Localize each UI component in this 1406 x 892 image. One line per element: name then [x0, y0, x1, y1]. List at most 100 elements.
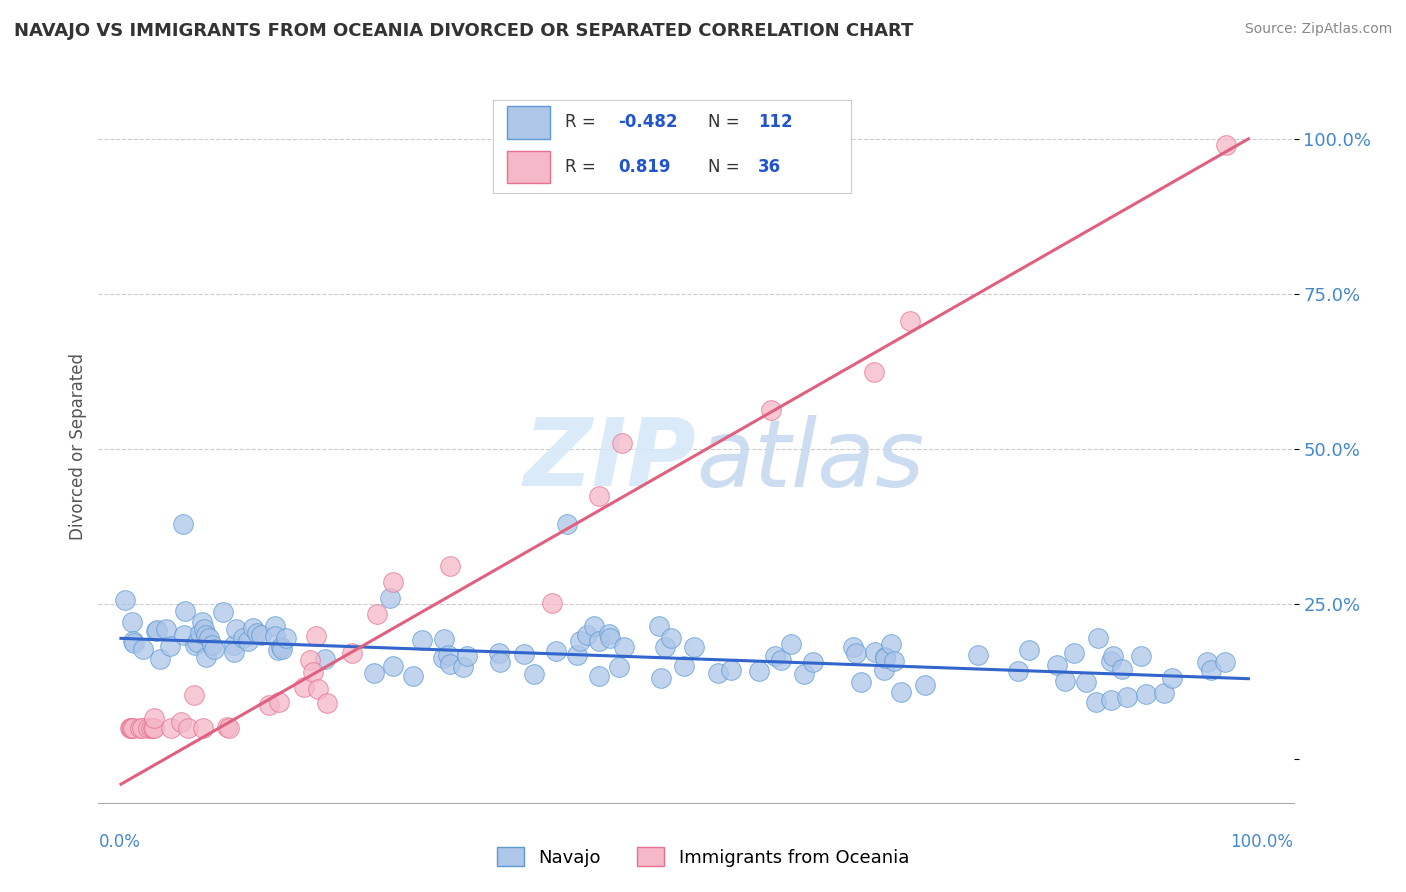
Point	[1213, 655, 1236, 669]
Point	[132, 642, 155, 657]
Point	[456, 648, 478, 663]
Point	[1111, 662, 1133, 676]
Point	[217, 720, 239, 734]
Point	[218, 722, 240, 736]
Point	[263, 619, 285, 633]
Point	[402, 669, 425, 683]
Text: NAVAJO VS IMMIGRANTS FROM OCEANIA DIVORCED OR SEPARATED CORRELATION CHART: NAVAJO VS IMMIGRANTS FROM OCEANIA DIVORC…	[14, 22, 914, 40]
Point	[270, 642, 292, 657]
Point	[769, 653, 792, 667]
Point	[648, 618, 671, 632]
Point	[138, 722, 160, 736]
Point	[1099, 654, 1122, 668]
Point	[242, 621, 264, 635]
Point	[439, 657, 461, 672]
Point	[898, 314, 921, 328]
Point	[565, 648, 588, 662]
Point	[186, 635, 208, 649]
Point	[259, 698, 281, 713]
Point	[173, 628, 195, 642]
Point	[599, 631, 621, 645]
Point	[875, 651, 897, 665]
Point	[159, 639, 181, 653]
Point	[1116, 690, 1139, 705]
Point	[302, 665, 325, 679]
Point	[184, 638, 207, 652]
Point	[142, 722, 165, 736]
Point	[761, 402, 783, 417]
Point	[118, 722, 141, 736]
Point	[863, 645, 886, 659]
Point	[453, 660, 475, 674]
Point	[177, 722, 200, 736]
Point	[114, 593, 136, 607]
Point	[1197, 655, 1219, 669]
Point	[120, 722, 142, 736]
Point	[588, 669, 610, 683]
Point	[613, 640, 636, 654]
Point	[155, 623, 177, 637]
Point	[845, 646, 868, 660]
Point	[128, 722, 150, 736]
Point	[1135, 687, 1157, 701]
Point	[121, 615, 143, 630]
Text: 0.0%: 0.0%	[98, 833, 141, 851]
Point	[188, 626, 211, 640]
Point	[872, 663, 894, 677]
Point	[1099, 693, 1122, 707]
Point	[763, 648, 786, 663]
Point	[232, 631, 254, 645]
Point	[194, 650, 217, 665]
Point	[183, 688, 205, 702]
Point	[610, 436, 633, 450]
Point	[575, 628, 598, 642]
Point	[145, 624, 167, 638]
Point	[437, 648, 460, 663]
Point	[142, 722, 165, 736]
Point	[121, 722, 143, 736]
Point	[432, 650, 454, 665]
Point	[225, 623, 247, 637]
Point	[748, 664, 770, 678]
Point	[363, 665, 385, 680]
Point	[433, 632, 456, 647]
Point	[588, 633, 610, 648]
Point	[292, 680, 315, 694]
Point	[190, 615, 212, 629]
Point	[803, 655, 825, 669]
Text: Source: ZipAtlas.com: Source: ZipAtlas.com	[1244, 22, 1392, 37]
Text: ZIP: ZIP	[523, 414, 696, 507]
Point	[246, 625, 269, 640]
Point	[211, 605, 233, 619]
Point	[316, 696, 339, 710]
Point	[267, 643, 290, 657]
Point	[366, 607, 388, 621]
Point	[305, 629, 328, 643]
Point	[276, 631, 298, 645]
Point	[650, 671, 672, 685]
Point	[682, 640, 704, 654]
Legend: Navajo, Immigrants from Oceania: Navajo, Immigrants from Oceania	[489, 840, 917, 874]
Point	[541, 596, 564, 610]
Point	[146, 624, 169, 638]
Point	[267, 695, 290, 709]
Point	[1046, 657, 1069, 672]
Point	[194, 628, 217, 642]
Point	[851, 675, 873, 690]
Point	[340, 646, 363, 660]
Point	[202, 641, 225, 656]
Point	[201, 638, 224, 652]
Text: 100.0%: 100.0%	[1230, 833, 1294, 851]
Point	[1018, 643, 1040, 657]
Point	[122, 634, 145, 648]
Point	[1153, 686, 1175, 700]
Text: atlas: atlas	[696, 415, 924, 506]
Point	[793, 667, 815, 681]
Point	[263, 629, 285, 643]
Point	[966, 648, 988, 662]
Point	[382, 658, 405, 673]
Point	[661, 631, 683, 645]
Point	[249, 627, 271, 641]
Point	[298, 653, 321, 667]
Point	[863, 366, 886, 380]
